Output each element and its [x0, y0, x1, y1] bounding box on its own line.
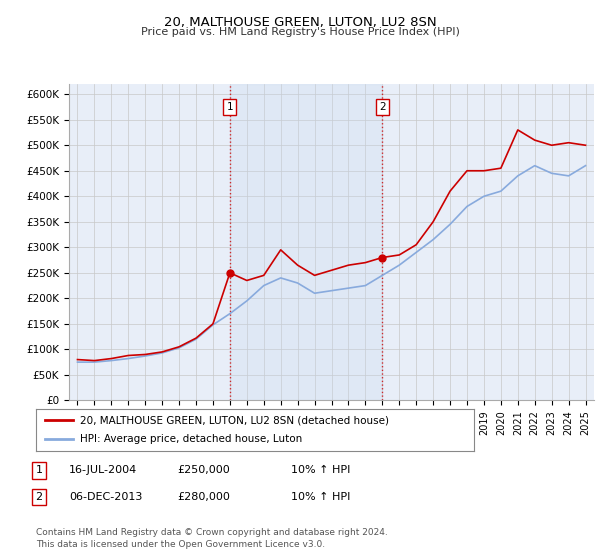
Text: £280,000: £280,000	[177, 492, 230, 502]
Text: 10% ↑ HPI: 10% ↑ HPI	[291, 465, 350, 475]
Text: HPI: Average price, detached house, Luton: HPI: Average price, detached house, Luto…	[80, 435, 302, 445]
Text: 10% ↑ HPI: 10% ↑ HPI	[291, 492, 350, 502]
Text: 16-JUL-2004: 16-JUL-2004	[69, 465, 137, 475]
Text: Price paid vs. HM Land Registry's House Price Index (HPI): Price paid vs. HM Land Registry's House …	[140, 27, 460, 37]
Text: Contains HM Land Registry data © Crown copyright and database right 2024.
This d: Contains HM Land Registry data © Crown c…	[36, 528, 388, 549]
Bar	[230, 84, 382, 400]
Text: 1: 1	[227, 102, 233, 112]
Text: 20, MALTHOUSE GREEN, LUTON, LU2 8SN (detached house): 20, MALTHOUSE GREEN, LUTON, LU2 8SN (det…	[80, 415, 389, 425]
Text: 06-DEC-2013: 06-DEC-2013	[69, 492, 142, 502]
Text: £250,000: £250,000	[177, 465, 230, 475]
Text: 2: 2	[35, 492, 43, 502]
Text: 2: 2	[379, 102, 386, 112]
Text: 1: 1	[35, 465, 43, 475]
Text: 20, MALTHOUSE GREEN, LUTON, LU2 8SN: 20, MALTHOUSE GREEN, LUTON, LU2 8SN	[164, 16, 436, 29]
